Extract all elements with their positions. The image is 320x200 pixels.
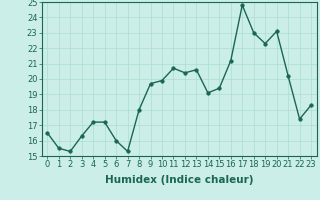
X-axis label: Humidex (Indice chaleur): Humidex (Indice chaleur) bbox=[105, 175, 253, 185]
